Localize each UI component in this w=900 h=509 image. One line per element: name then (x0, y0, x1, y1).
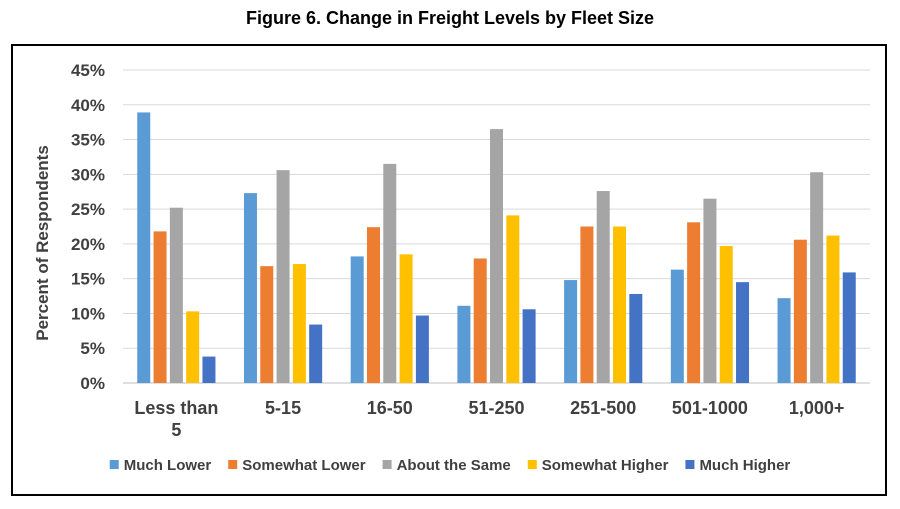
bar (629, 293, 643, 383)
legend-swatch (685, 460, 695, 469)
legend-label: Somewhat Higher (542, 457, 669, 474)
legend-label: Much Lower (124, 457, 212, 474)
bar (506, 215, 520, 383)
y-tick-label: 20% (71, 235, 105, 254)
category-label: 5-15 (265, 398, 301, 418)
y-tick-label: 10% (71, 304, 105, 323)
bar (366, 227, 380, 383)
bars (137, 112, 856, 383)
legend-swatch (109, 460, 119, 469)
bar (202, 356, 216, 383)
category-label: Less than (134, 398, 218, 418)
category-label: 1,000+ (789, 398, 845, 418)
bar (169, 207, 183, 383)
legend-swatch (228, 460, 238, 469)
y-tick-label: 5% (80, 339, 105, 358)
y-tick-label: 40% (71, 96, 105, 115)
bar (399, 254, 413, 383)
y-tick-label: 25% (71, 200, 105, 219)
bar (457, 305, 471, 383)
bar (260, 266, 274, 383)
bar (703, 198, 717, 383)
y-tick-label: 45% (71, 61, 105, 80)
bar (736, 282, 750, 383)
bar (490, 129, 503, 383)
bar (137, 112, 151, 383)
category-label: 5 (171, 420, 181, 440)
y-axis-title: Percent of Respondents (33, 145, 52, 341)
bar (777, 298, 791, 383)
bar (687, 222, 701, 383)
legend: Much Lower Somewhat Lower About the Same So… (109, 457, 790, 474)
bar (415, 315, 429, 383)
bar (613, 226, 627, 383)
bar (580, 226, 594, 383)
bar (810, 172, 824, 383)
bar (383, 163, 397, 383)
bar (309, 324, 323, 383)
legend-label: Somewhat Lower (242, 457, 366, 474)
bar (473, 258, 487, 383)
legend-label: Much Higher (699, 457, 790, 474)
chart-frame (11, 44, 887, 496)
bar (153, 231, 167, 383)
y-tick-label: 30% (71, 165, 105, 184)
chart-title: Figure 6. Change in Freight Levels by Fl… (245, 8, 655, 28)
bar (826, 235, 840, 383)
bar (350, 256, 364, 383)
legend-swatch (382, 460, 392, 469)
legend-swatch (527, 460, 537, 469)
bar (522, 309, 536, 383)
bar (670, 269, 684, 383)
category-label: 16-50 (367, 398, 413, 418)
bar (719, 245, 733, 383)
bar (564, 280, 578, 383)
bar (842, 272, 856, 383)
category-label: 251-500 (570, 398, 636, 418)
y-tick-label: 0% (80, 374, 105, 393)
y-tick-label: 15% (71, 270, 105, 289)
y-tick-label: 35% (71, 131, 105, 150)
category-label: 501-1000 (672, 398, 748, 418)
bar (292, 264, 306, 383)
bar (596, 191, 610, 383)
y-tick-labels: 0% 5% 10% 15% 20% 25% 30% 35% 40% 45% (71, 61, 105, 393)
category-label: 51-250 (468, 398, 524, 418)
bar (276, 170, 290, 383)
bar (243, 193, 257, 383)
legend-label: About the Same (397, 457, 511, 474)
bar (186, 311, 200, 383)
bar (793, 239, 807, 383)
